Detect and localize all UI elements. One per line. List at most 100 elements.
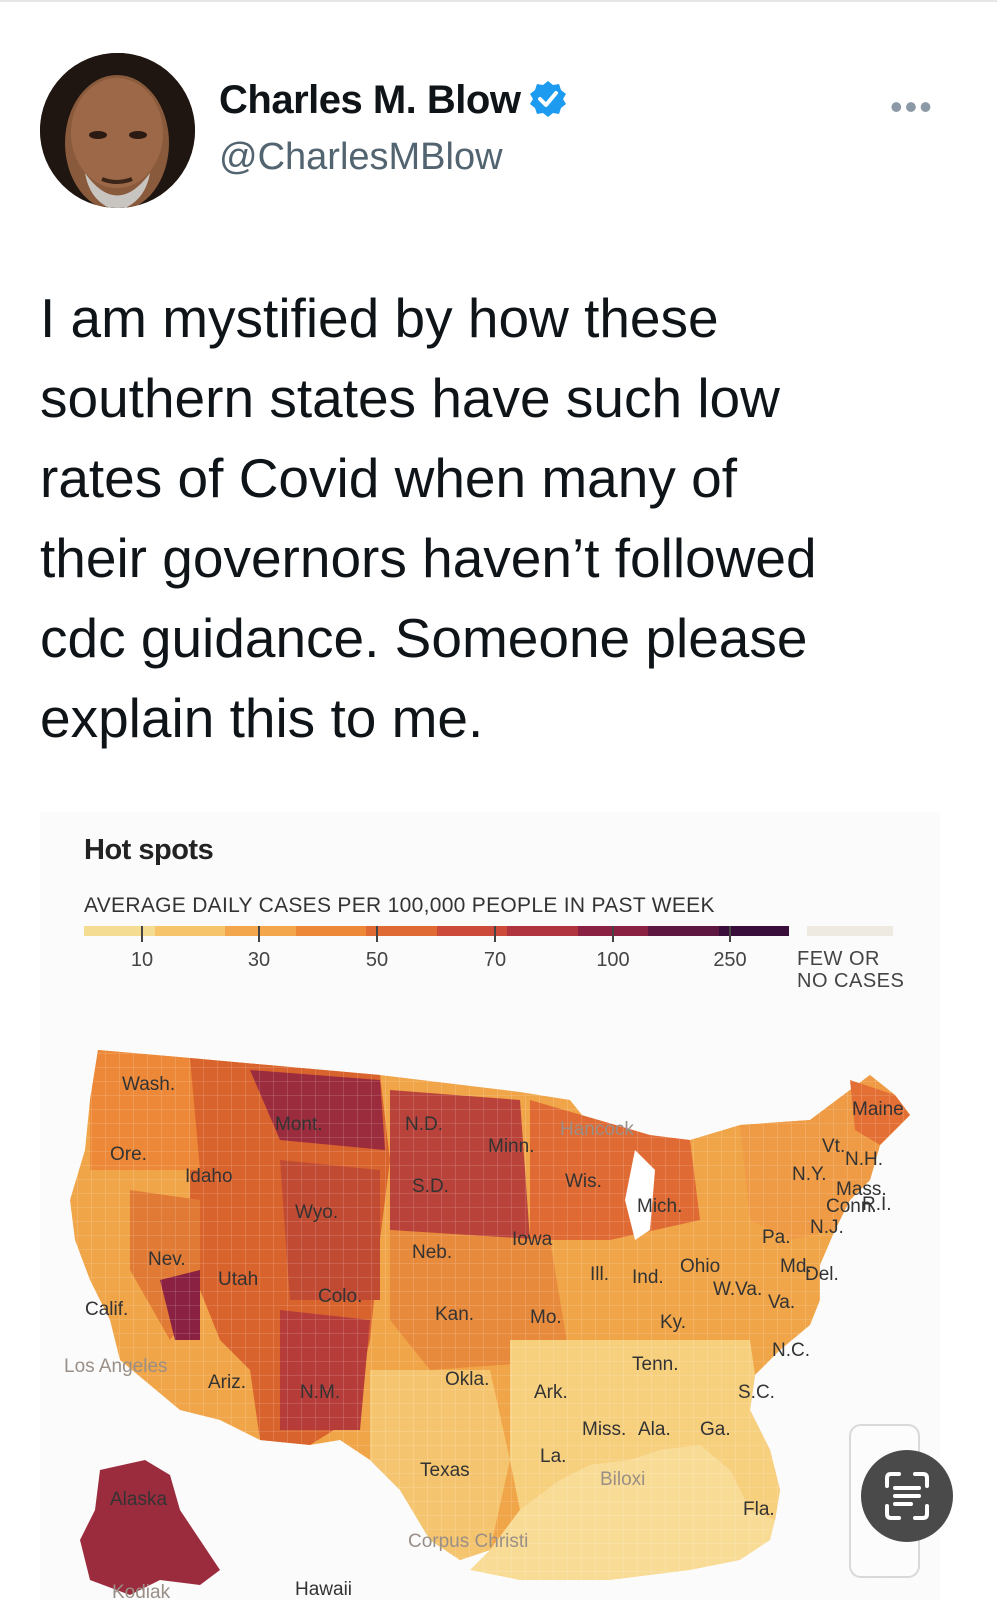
- state-label-texas: Texas: [420, 1460, 470, 1481]
- state-label-ark: Ark.: [534, 1382, 568, 1403]
- city-label-biloxi: Biloxi: [600, 1469, 645, 1490]
- legend-color-step: [648, 926, 719, 936]
- state-label-ohio: Ohio: [680, 1256, 720, 1277]
- legend-color-scale: [84, 926, 789, 936]
- state-label-nj: N.J.: [810, 1217, 844, 1238]
- legend-color-step: [84, 926, 155, 936]
- city-label-los-angeles: Los Angeles: [64, 1356, 168, 1377]
- tweet-text: I am mystified by how these southern sta…: [40, 278, 940, 758]
- legend-color-step: [718, 926, 789, 936]
- legend-tick-label: 10: [130, 949, 154, 971]
- state-label-alaska: Alaska: [110, 1489, 167, 1510]
- legend-tick: [258, 926, 260, 942]
- state-label-va: Va.: [768, 1292, 795, 1313]
- state-label-hawaii: Hawaii: [295, 1579, 352, 1600]
- legend-tick-label: 50: [365, 949, 389, 971]
- state-label-nm: N.M.: [300, 1382, 340, 1403]
- state-label-tenn: Tenn.: [632, 1354, 678, 1375]
- state-label-ala: Ala.: [638, 1419, 671, 1440]
- state-label-conn: Conn.: [826, 1196, 877, 1217]
- state-label-mass: Mass.: [836, 1179, 887, 1200]
- state-label-ga: Ga.: [700, 1419, 731, 1440]
- state-label-wva: W.Va.: [713, 1279, 762, 1300]
- few-cases-swatch: [807, 926, 893, 936]
- legend-tick: [612, 926, 614, 942]
- few-cases-line: FEW OR: [797, 948, 880, 970]
- top-divider: [0, 0, 997, 2]
- state-label-del: Del.: [805, 1264, 839, 1285]
- text-scan-icon: [885, 1472, 929, 1520]
- state-label-mont: Mont.: [275, 1114, 323, 1135]
- tweet-line: rates of Covid when many of: [40, 447, 738, 509]
- state-label-miss: Miss.: [582, 1419, 626, 1440]
- legend-color-step: [507, 926, 578, 936]
- legend-tick-label: 100: [596, 949, 630, 971]
- state-label-maine: Maine: [852, 1099, 904, 1120]
- state-label-neb: Neb.: [412, 1242, 452, 1263]
- state-label-md: Md.: [780, 1256, 812, 1277]
- verified-badge-icon: [528, 79, 568, 119]
- legend-tick-label: 70: [483, 949, 507, 971]
- tweet-line: explain this to me.: [40, 687, 484, 749]
- state-label-mich: Mich.: [637, 1196, 682, 1217]
- city-label-kodiak: Kodiak: [112, 1582, 171, 1600]
- legend-tick: [141, 926, 143, 942]
- state-label-nev: Nev.: [148, 1249, 186, 1270]
- few-cases-line: NO CASES: [797, 970, 905, 992]
- state-label-sd: S.D.: [412, 1176, 449, 1197]
- state-label-ri: R.I.: [862, 1194, 892, 1215]
- state-label-sc: S.C.: [738, 1382, 775, 1403]
- legend-color-step: [366, 926, 437, 936]
- tweet-line: I am mystified by how these: [40, 287, 719, 349]
- legend-color-step: [225, 926, 296, 936]
- alaska-shape: [80, 1460, 220, 1595]
- state-label-wash: Wash.: [122, 1074, 175, 1095]
- state-label-iowa: Iowa: [512, 1229, 553, 1250]
- map-title: Hot spots: [84, 834, 214, 866]
- state-label-colo: Colo.: [318, 1286, 362, 1307]
- state-label-mo: Mo.: [530, 1307, 562, 1328]
- scan-text-button[interactable]: [861, 1450, 953, 1542]
- author-name-text[interactable]: Charles M. Blow: [219, 78, 521, 122]
- state-label-ky: Ky.: [660, 1312, 686, 1333]
- state-label-la: La.: [540, 1446, 566, 1467]
- state-label-okla: Okla.: [445, 1369, 489, 1390]
- state-label-kan: Kan.: [435, 1304, 474, 1325]
- state-label-utah: Utah: [218, 1269, 258, 1290]
- state-label-pa: Pa.: [762, 1227, 791, 1248]
- state-label-ill: Ill.: [590, 1264, 609, 1285]
- state-label-calif: Calif.: [85, 1299, 128, 1320]
- avatar[interactable]: [40, 53, 195, 208]
- state-label-vt: Vt.: [822, 1136, 845, 1157]
- author-name[interactable]: Charles M. Blow: [219, 78, 568, 123]
- legend-tick: [729, 926, 731, 942]
- state-label-nc: N.C.: [772, 1340, 810, 1361]
- city-label-hancock: Hancock: [560, 1119, 634, 1140]
- state-label-ny: N.Y.: [792, 1164, 827, 1185]
- us-covid-map: Wash. Ore. Idaho Mont. Wyo. Nev. Utah Ca…: [50, 1040, 930, 1600]
- state-label-ind: Ind.: [632, 1267, 664, 1288]
- more-options-icon[interactable]: •••: [890, 86, 934, 127]
- legend-color-step: [295, 926, 366, 936]
- tweet-line: their governors haven’t followed: [40, 527, 817, 589]
- state-label-ore: Ore.: [110, 1144, 147, 1165]
- legend-tick-label: 250: [713, 949, 747, 971]
- map-subtitle: AVERAGE DAILY CASES PER 100,000 PEOPLE I…: [84, 894, 715, 917]
- state-label-minn: Minn.: [488, 1136, 534, 1157]
- tweet-line: southern states have such low: [40, 367, 780, 429]
- county-grid: [50, 1040, 930, 1600]
- legend-color-step: [436, 926, 507, 936]
- author-handle[interactable]: @CharlesMBlow: [219, 136, 503, 178]
- state-label-nd: N.D.: [405, 1114, 443, 1135]
- city-label-corpus-christi: Corpus Christi: [408, 1531, 528, 1552]
- tweet-line: cdc guidance. Someone please: [40, 607, 808, 669]
- state-label-fla: Fla.: [743, 1499, 775, 1520]
- legend-tick-label: 30: [247, 949, 271, 971]
- state-label-wis: Wis.: [565, 1171, 602, 1192]
- state-label-wyo: Wyo.: [295, 1202, 338, 1223]
- state-label-ariz: Ariz.: [208, 1372, 246, 1393]
- legend-tick: [494, 926, 496, 942]
- legend-color-step: [154, 926, 225, 936]
- state-label-nh: N.H.: [845, 1149, 883, 1170]
- legend-tick: [376, 926, 378, 942]
